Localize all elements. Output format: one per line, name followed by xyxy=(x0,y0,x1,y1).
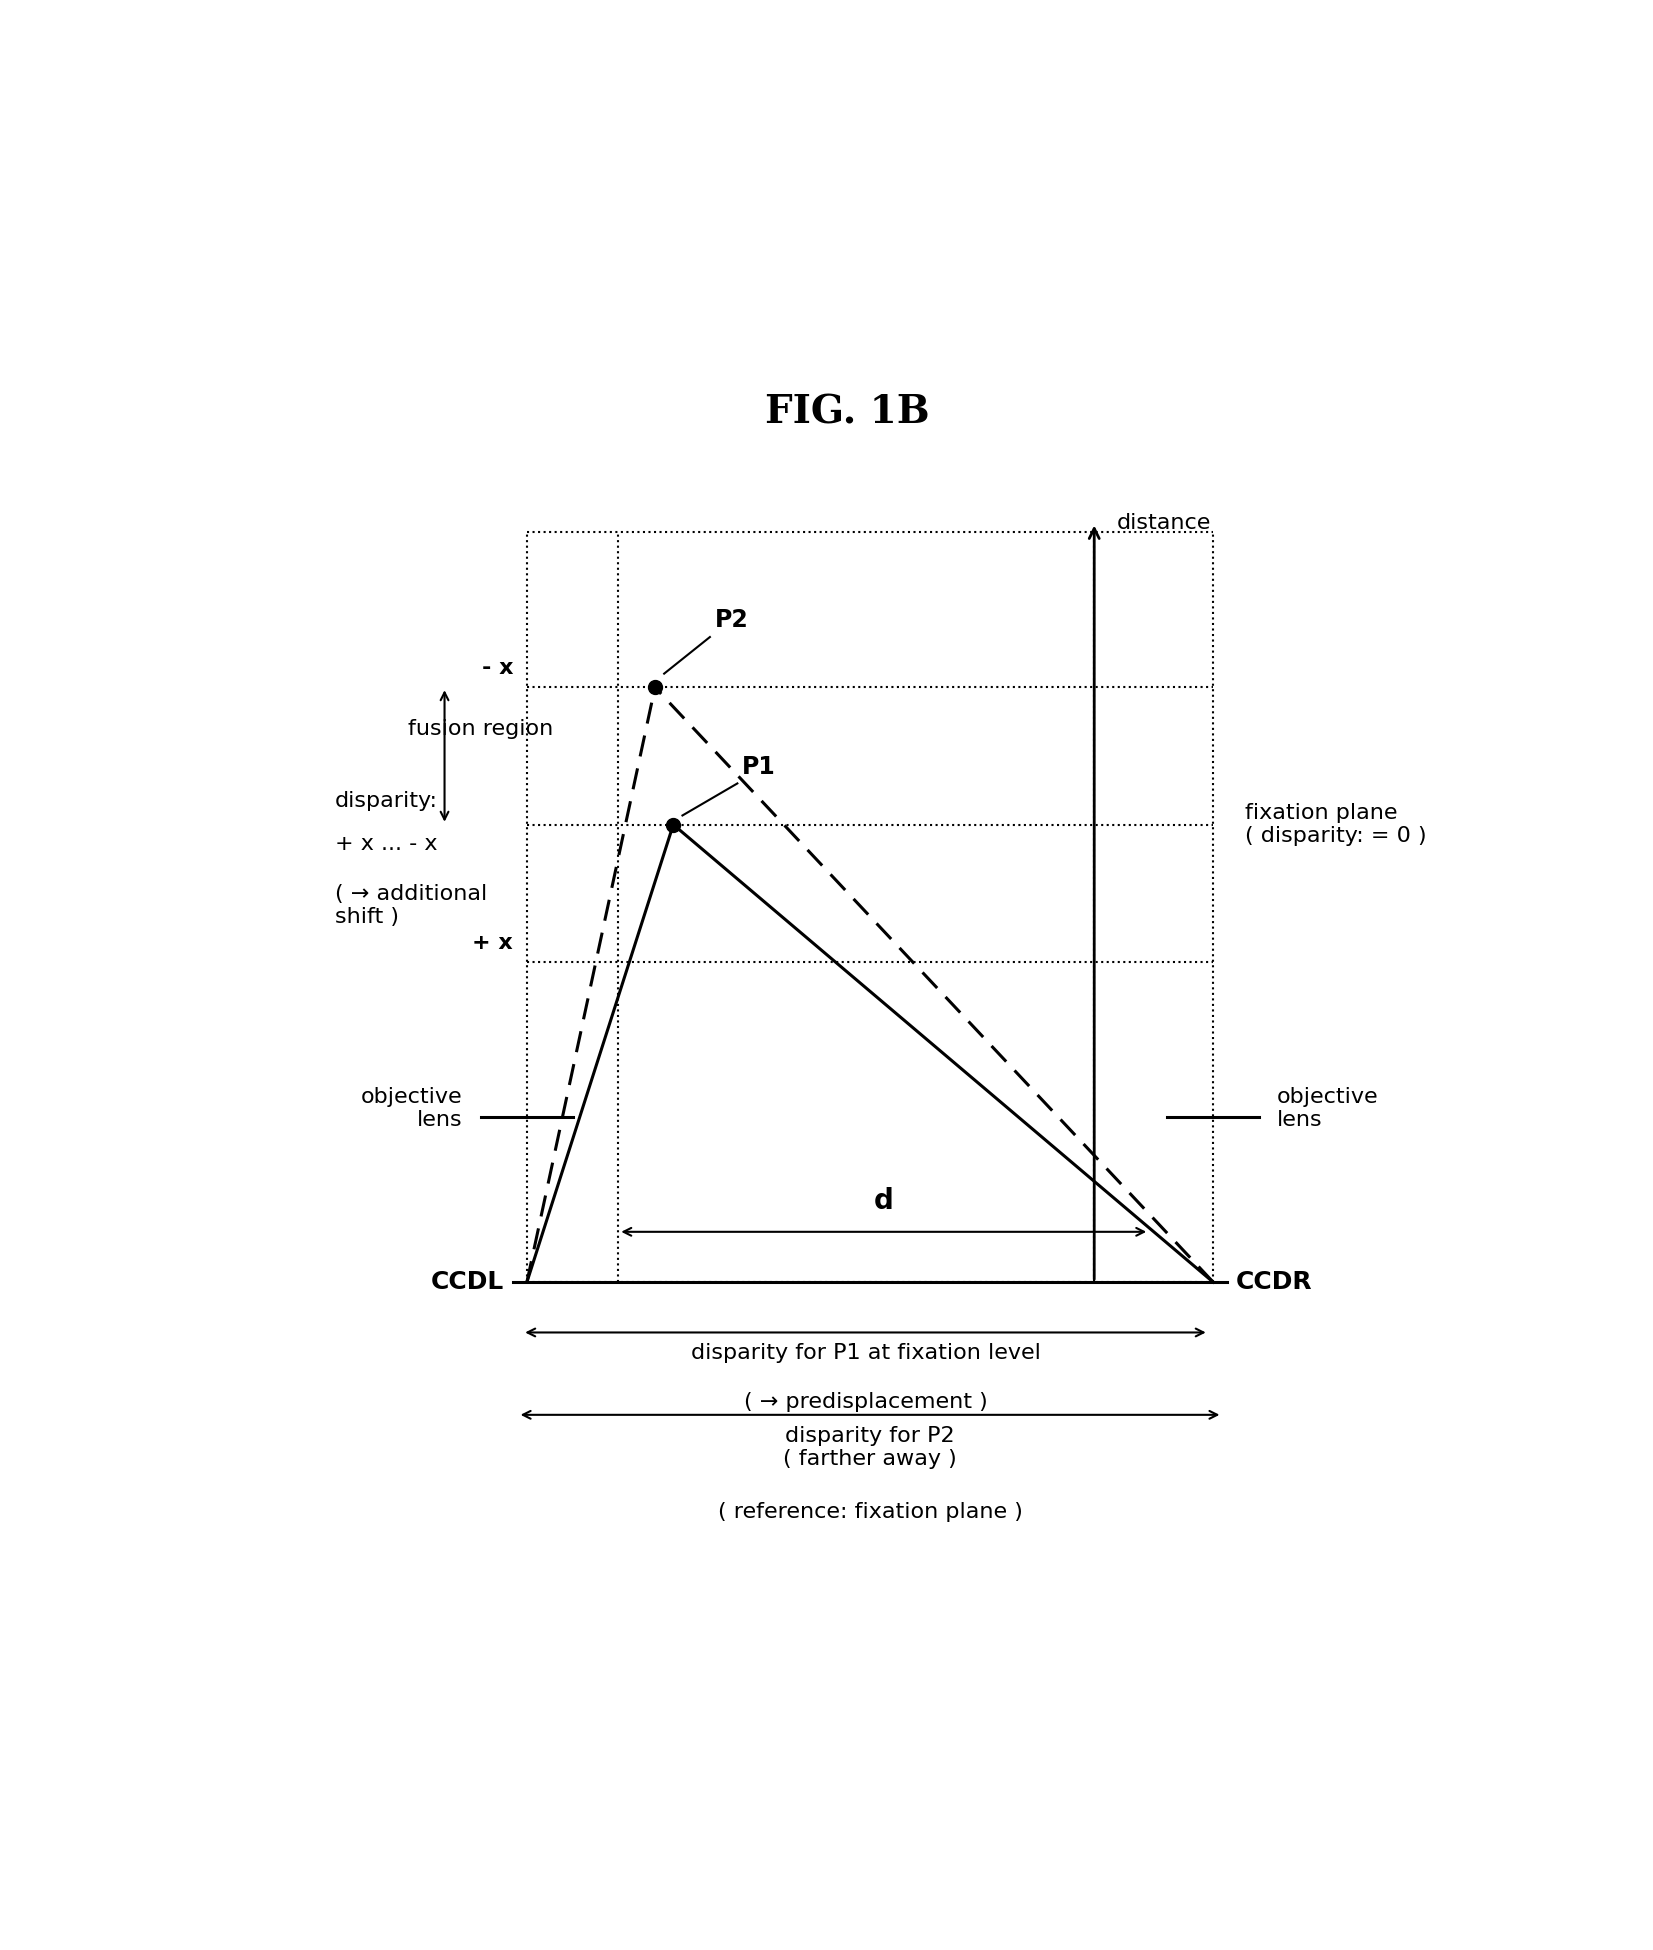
Text: CCDL: CCDL xyxy=(431,1269,504,1295)
Text: ( reference: fixation plane ): ( reference: fixation plane ) xyxy=(717,1502,1023,1521)
Text: ( → predisplacement ): ( → predisplacement ) xyxy=(744,1392,987,1412)
Text: fixation plane
( disparity: = 0 ): fixation plane ( disparity: = 0 ) xyxy=(1245,803,1427,846)
Text: disparity:: disparity: xyxy=(334,792,438,811)
Text: disparity for P1 at fixation level: disparity for P1 at fixation level xyxy=(691,1344,1040,1363)
Text: disparity for P2
( farther away ): disparity for P2 ( farther away ) xyxy=(784,1425,957,1468)
Text: objective
lens: objective lens xyxy=(1278,1086,1379,1129)
Text: + x ... - x: + x ... - x xyxy=(334,835,438,854)
Text: FIG. 1B: FIG. 1B xyxy=(765,394,929,431)
Text: fusion region: fusion region xyxy=(408,718,554,739)
Text: CCDR: CCDR xyxy=(1236,1269,1312,1295)
Text: P1: P1 xyxy=(742,755,775,778)
Text: d: d xyxy=(874,1188,894,1215)
Text: P2: P2 xyxy=(714,608,749,632)
Text: ( → additional
shift ): ( → additional shift ) xyxy=(334,883,488,928)
Text: + x: + x xyxy=(473,932,512,954)
Text: distance: distance xyxy=(1117,513,1212,532)
Text: objective
lens: objective lens xyxy=(362,1086,463,1129)
Text: - x: - x xyxy=(481,659,512,679)
